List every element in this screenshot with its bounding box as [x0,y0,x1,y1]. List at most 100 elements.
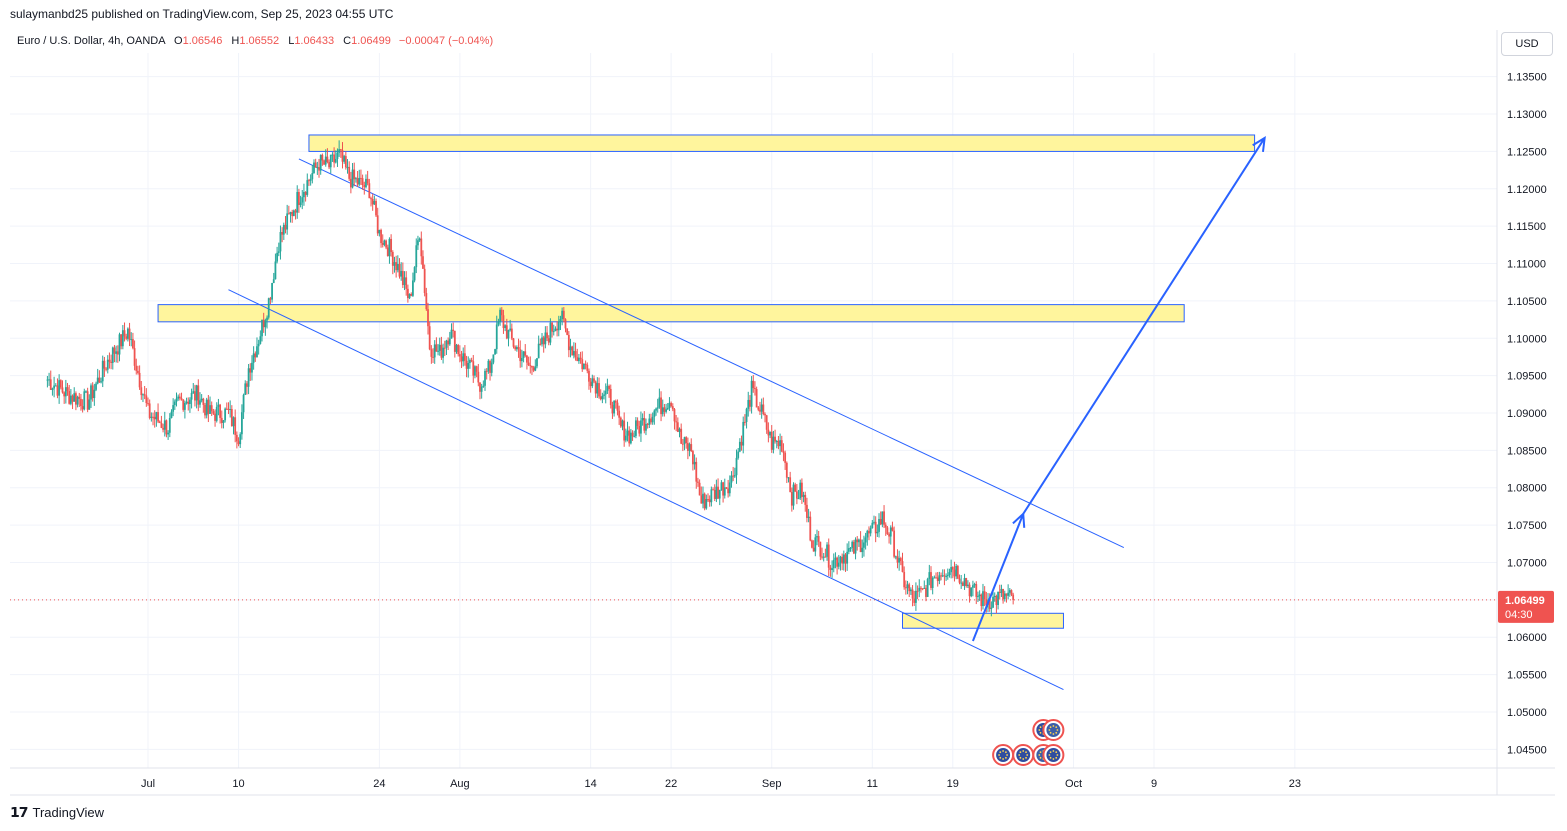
y-tick-label: 1.07500 [1507,520,1547,532]
candle-body [202,398,205,405]
candle-body [385,240,387,248]
candle-body [281,232,284,235]
projection-arrow-2-head [1252,136,1266,152]
candle-body [120,334,123,347]
candle-body [539,343,542,345]
currency-button[interactable]: USD [1501,32,1553,56]
candle-body [298,192,300,205]
y-tick-label: 1.13500 [1507,72,1547,84]
candle-body [417,240,419,246]
candle-body [133,348,136,366]
candle-body [83,391,86,410]
candle-body [636,420,639,426]
candle-body [899,558,902,562]
candle-body [361,178,364,186]
candle-body [690,444,693,452]
candle-body [338,149,341,153]
y-tick-label: 1.12000 [1507,184,1547,196]
candle-body [624,435,627,441]
tradingview-logo-icon[interactable]: 𝟭𝟳 [10,804,29,820]
footer-brand[interactable]: TradingView [32,805,105,820]
candle-body [303,191,305,198]
candle-body [68,391,71,404]
candle-body [470,360,473,362]
candle-body [61,387,64,393]
candle-body [111,347,114,363]
candle-body [675,421,678,423]
candle-body [738,441,741,452]
flag-star [1055,731,1058,734]
candle-body [210,405,213,412]
candle-body [224,408,227,421]
candle-body [619,417,622,427]
candle-body [110,361,113,363]
candle-body [291,212,294,217]
candle-body [852,541,855,554]
candle-body [437,350,439,352]
candle-body [893,530,896,557]
candle-body [418,238,421,241]
open-value: 1.06546 [182,35,223,47]
flag-star [1048,729,1051,731]
candle-body [252,353,255,363]
candle-body [633,435,636,437]
candle-body [388,238,391,257]
candle-body [665,409,667,412]
candle-body [396,263,399,271]
candle-body [386,247,389,257]
candle-body [339,149,342,151]
resistance-zone-middle [157,304,1185,323]
candle-body [279,232,282,252]
x-tick-label: Jul [141,778,155,790]
candle-body [567,334,570,351]
candle-body [603,394,605,396]
candle-body [371,199,374,205]
candle-body [676,422,679,432]
candle-body [713,489,716,499]
footer: 𝟭𝟳 TradingView [10,804,104,821]
candle-body [432,356,434,358]
x-tick-label: Aug [450,778,470,790]
candle-body [148,403,151,418]
flag-star [1019,751,1022,754]
y-tick-label: 1.05500 [1507,670,1547,682]
candle-body [353,169,356,180]
candle-body [490,362,493,373]
candle-body [341,150,344,162]
candle-body [66,387,69,392]
candle-body [487,360,490,372]
candle-body [958,578,961,583]
candle-body [909,589,912,592]
candle-body [510,328,513,339]
candle-body [311,173,314,180]
candle-body [147,403,149,405]
candle-body [774,436,776,442]
flag-star [1039,751,1042,754]
candle-body [450,329,453,339]
candle-body [289,212,292,215]
candle-body [608,385,610,389]
candle-body [631,432,634,437]
candle-body [946,575,949,577]
candle-body [641,418,644,421]
candle-body [301,197,304,203]
flag-star [1005,756,1007,759]
candle-body [618,410,621,418]
flag-star [999,751,1002,754]
candle-body [874,521,877,534]
candle-body [314,162,317,168]
candle-body [832,559,835,569]
candle-body [650,418,652,423]
candle-body [395,262,398,271]
candle-body [531,365,533,368]
flag-star [1025,756,1027,759]
candle-body [972,585,974,588]
candle-body [846,551,849,564]
candle-body [170,411,173,419]
candle-body [601,395,604,400]
candle-body [219,404,221,418]
candle-body [856,539,859,543]
candle-body [232,417,235,427]
candle-body [427,309,429,327]
